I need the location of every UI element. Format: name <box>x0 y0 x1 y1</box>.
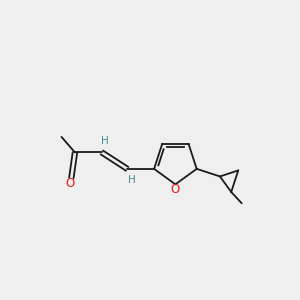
Text: O: O <box>171 183 180 196</box>
Text: H: H <box>101 136 109 146</box>
Text: H: H <box>128 175 136 185</box>
Text: O: O <box>65 177 74 190</box>
